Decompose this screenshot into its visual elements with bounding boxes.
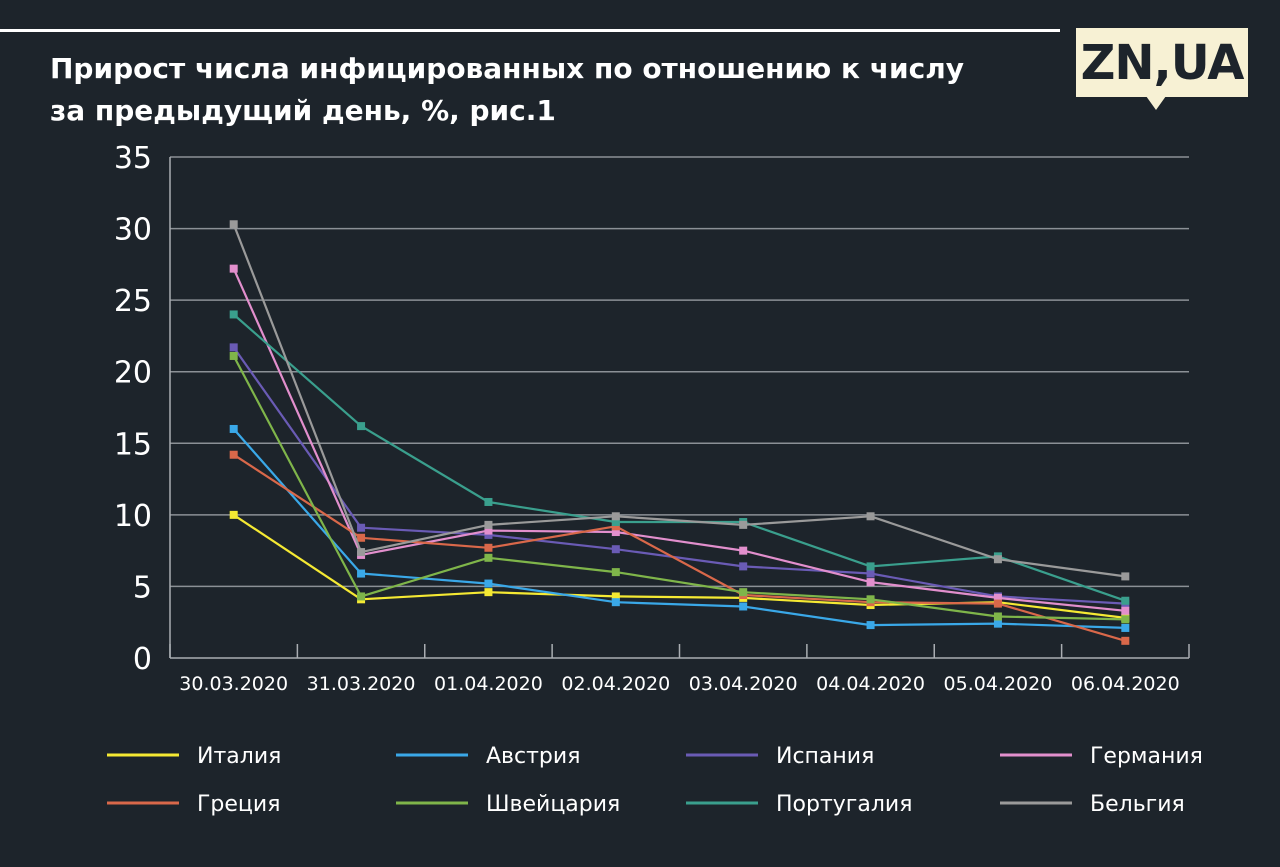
data-point: [739, 562, 748, 571]
y-tick-label: 10: [114, 499, 152, 534]
data-point: [993, 593, 1002, 602]
series-line: [232, 346, 1126, 605]
data-point: [1121, 623, 1130, 632]
data-point: [739, 546, 748, 555]
data-point: [866, 578, 875, 587]
y-tick-label: 15: [114, 427, 152, 462]
data-point: [866, 621, 875, 630]
y-tick-label: 5: [133, 570, 152, 605]
legend-label: Испания: [776, 744, 874, 769]
axes: [169, 157, 1190, 659]
data-point: [993, 612, 1002, 621]
legend: Италия Австрия Испания Германия Греция Швейца…: [107, 744, 1203, 817]
data-point: [357, 533, 366, 542]
chart-title-line2: за предыдущий день, %, рис.1: [50, 94, 556, 127]
data-point: [739, 520, 748, 529]
x-tick-label: 31.03.2020: [307, 673, 416, 695]
data-point: [484, 520, 493, 529]
data-point: [357, 592, 366, 601]
data-point: [866, 512, 875, 521]
zn-ua-logo: ZN,UA: [1076, 28, 1248, 97]
data-point: [484, 579, 493, 588]
data-point: [611, 598, 620, 607]
logo-tail-icon: [1146, 96, 1166, 110]
series-line: [232, 223, 1126, 578]
data-point: [484, 553, 493, 562]
legend-label: Бельгия: [1090, 792, 1185, 817]
legend-label: Португалия: [776, 792, 912, 817]
data-point: [1121, 615, 1130, 624]
x-tick-label: 30.03.2020: [179, 673, 288, 695]
data-point: [357, 569, 366, 578]
x-tick-labels: 30.03.2020 31.03.2020 01.04.2020 02.04.2020…: [179, 673, 1179, 695]
data-point: [357, 548, 366, 557]
data-point: [1121, 572, 1130, 581]
x-tick-label: 06.04.2020: [1071, 673, 1180, 695]
y-tick-labels: 0 5 10 15 20 25 30 35: [114, 141, 152, 677]
legend-label: Италия: [197, 744, 281, 769]
data-point: [484, 530, 493, 539]
data-point: [229, 351, 238, 360]
y-tick-label: 20: [114, 356, 152, 391]
data-point: [357, 523, 366, 532]
data-point: [993, 619, 1002, 628]
data-point: [229, 220, 238, 229]
x-tick-label: 02.04.2020: [561, 673, 670, 695]
data-point: [484, 526, 493, 535]
data-point: [229, 310, 238, 319]
data-point: [484, 588, 493, 597]
data-point: [866, 562, 875, 571]
data-point: [484, 497, 493, 506]
data-point: [739, 588, 748, 597]
data-point: [229, 264, 238, 273]
data-point: [611, 528, 620, 537]
series-line: [232, 355, 1126, 621]
data-point: [866, 595, 875, 604]
series-lines: [229, 220, 1130, 645]
data-point: [229, 343, 238, 352]
data-point: [611, 522, 620, 531]
series-line: [232, 268, 1126, 612]
data-point: [611, 568, 620, 577]
x-tick-label: 03.04.2020: [689, 673, 798, 695]
chart-title-line1: Прирост числа инфицированных по отношени…: [50, 52, 964, 85]
data-point: [739, 602, 748, 611]
x-tick-label: 04.04.2020: [816, 673, 925, 695]
data-point: [229, 450, 238, 459]
y-tick-label: 0: [133, 642, 152, 677]
data-point: [993, 599, 1002, 608]
chart-title: Прирост числа инфицированных по отношени…: [50, 48, 964, 132]
series-line: [232, 428, 1126, 629]
logo-text: ZN,UA: [1080, 34, 1245, 91]
legend-label: Греция: [197, 792, 280, 817]
data-point: [229, 424, 238, 433]
top-rule: [0, 29, 1060, 32]
series-line: [233, 453, 1126, 642]
grid-lines: [170, 156, 1189, 588]
legend-label: Австрия: [486, 744, 580, 769]
y-tick-label: 30: [114, 213, 152, 248]
data-point: [611, 512, 620, 521]
data-point: [993, 555, 1002, 564]
legend-label: Швейцария: [486, 792, 620, 817]
y-tick-label: 35: [114, 141, 152, 176]
data-point: [484, 543, 493, 552]
x-tick-label: 01.04.2020: [434, 673, 543, 695]
x-tick-label: 05.04.2020: [944, 673, 1053, 695]
data-point: [357, 422, 366, 431]
data-point: [611, 592, 620, 601]
data-point: [1121, 596, 1130, 605]
series-line: [232, 313, 1126, 602]
legend-label: Германия: [1090, 744, 1203, 769]
data-point: [611, 545, 620, 554]
data-point: [866, 569, 875, 578]
data-point: [229, 510, 238, 519]
y-tick-label: 25: [114, 284, 152, 319]
data-point: [611, 518, 620, 527]
data-point: [1121, 636, 1130, 645]
data-point: [1121, 606, 1130, 615]
